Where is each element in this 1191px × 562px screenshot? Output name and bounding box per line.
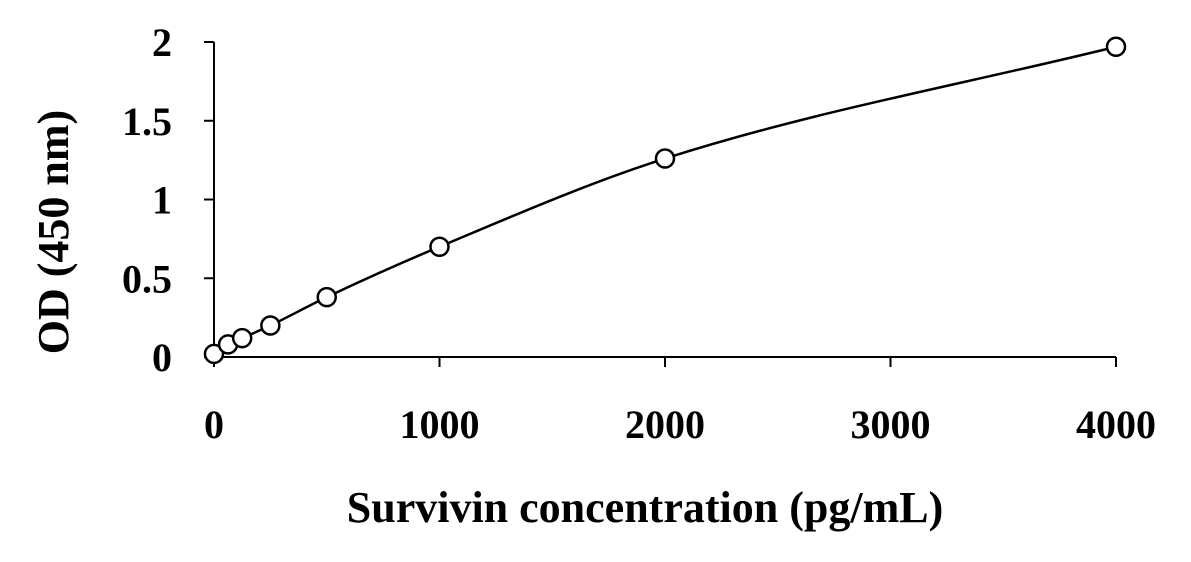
- tick-labels: 0 0.5 1 1.5 2 0 1000 2000 3000 4000: [122, 20, 1156, 447]
- x-tick-label: 4000: [1076, 402, 1156, 447]
- data-points: [203, 36, 1127, 365]
- y-tick-label: 0.5: [122, 256, 172, 301]
- y-axis-title: OD (450 nm): [29, 110, 78, 354]
- data-point: [429, 236, 450, 257]
- data-point: [316, 286, 337, 308]
- axes: [213, 42, 1116, 358]
- y-tick-label: 1.5: [122, 99, 172, 144]
- x-tick-label: 0: [204, 402, 224, 447]
- data-point: [203, 343, 225, 365]
- x-axis-title: Survivin concentration (pg/mL): [347, 483, 943, 532]
- data-point: [654, 148, 676, 169]
- data-point: [1105, 36, 1127, 57]
- y-tick-label: 2: [152, 20, 172, 65]
- x-tick-label: 1000: [400, 402, 480, 447]
- y-tick-label: 1: [152, 178, 172, 223]
- y-tick-label: 0: [152, 335, 172, 380]
- data-point: [231, 327, 253, 349]
- x-tick-label: 3000: [851, 402, 931, 447]
- fit-curve: [213, 45, 1117, 355]
- tick-marks: [204, 41, 1117, 367]
- x-tick-label: 2000: [625, 402, 705, 447]
- data-point: [260, 315, 281, 336]
